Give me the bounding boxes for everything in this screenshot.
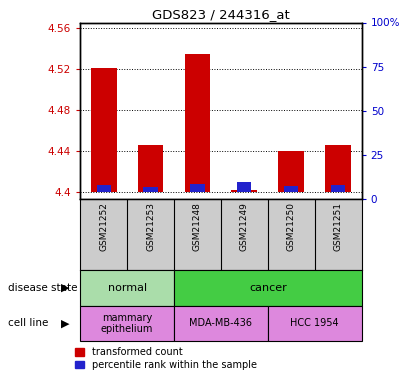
- Text: cell line: cell line: [8, 318, 48, 328]
- Text: ▶: ▶: [61, 318, 69, 328]
- Text: GSM21248: GSM21248: [193, 202, 202, 251]
- Bar: [80, 306, 174, 341]
- Bar: [138, 146, 164, 192]
- Bar: [326, 146, 351, 192]
- Text: MDA-MB-436: MDA-MB-436: [189, 318, 252, 328]
- Text: GSM21252: GSM21252: [99, 202, 108, 251]
- Text: ▶: ▶: [61, 283, 69, 293]
- Bar: [174, 306, 268, 341]
- Title: GDS823 / 244316_at: GDS823 / 244316_at: [152, 8, 290, 21]
- Bar: [80, 270, 174, 306]
- Bar: [331, 185, 345, 192]
- Bar: [91, 68, 116, 192]
- Bar: [268, 306, 362, 341]
- Text: GSM21251: GSM21251: [334, 202, 343, 251]
- Bar: [190, 184, 205, 192]
- Text: HCC 1954: HCC 1954: [291, 318, 339, 328]
- Bar: [278, 151, 304, 192]
- Bar: [231, 189, 257, 192]
- Bar: [284, 186, 298, 192]
- Bar: [185, 54, 210, 192]
- Bar: [97, 185, 111, 192]
- Text: GSM21250: GSM21250: [287, 202, 296, 251]
- Bar: [237, 182, 252, 192]
- Text: normal: normal: [108, 283, 147, 293]
- Text: GSM21249: GSM21249: [240, 202, 249, 251]
- Text: cancer: cancer: [249, 283, 287, 293]
- Legend: transformed count, percentile rank within the sample: transformed count, percentile rank withi…: [75, 347, 257, 370]
- Text: disease state: disease state: [8, 283, 78, 293]
- Text: GSM21253: GSM21253: [146, 202, 155, 251]
- Bar: [143, 188, 158, 192]
- Bar: [174, 270, 362, 306]
- Text: mammary
epithelium: mammary epithelium: [101, 313, 153, 334]
